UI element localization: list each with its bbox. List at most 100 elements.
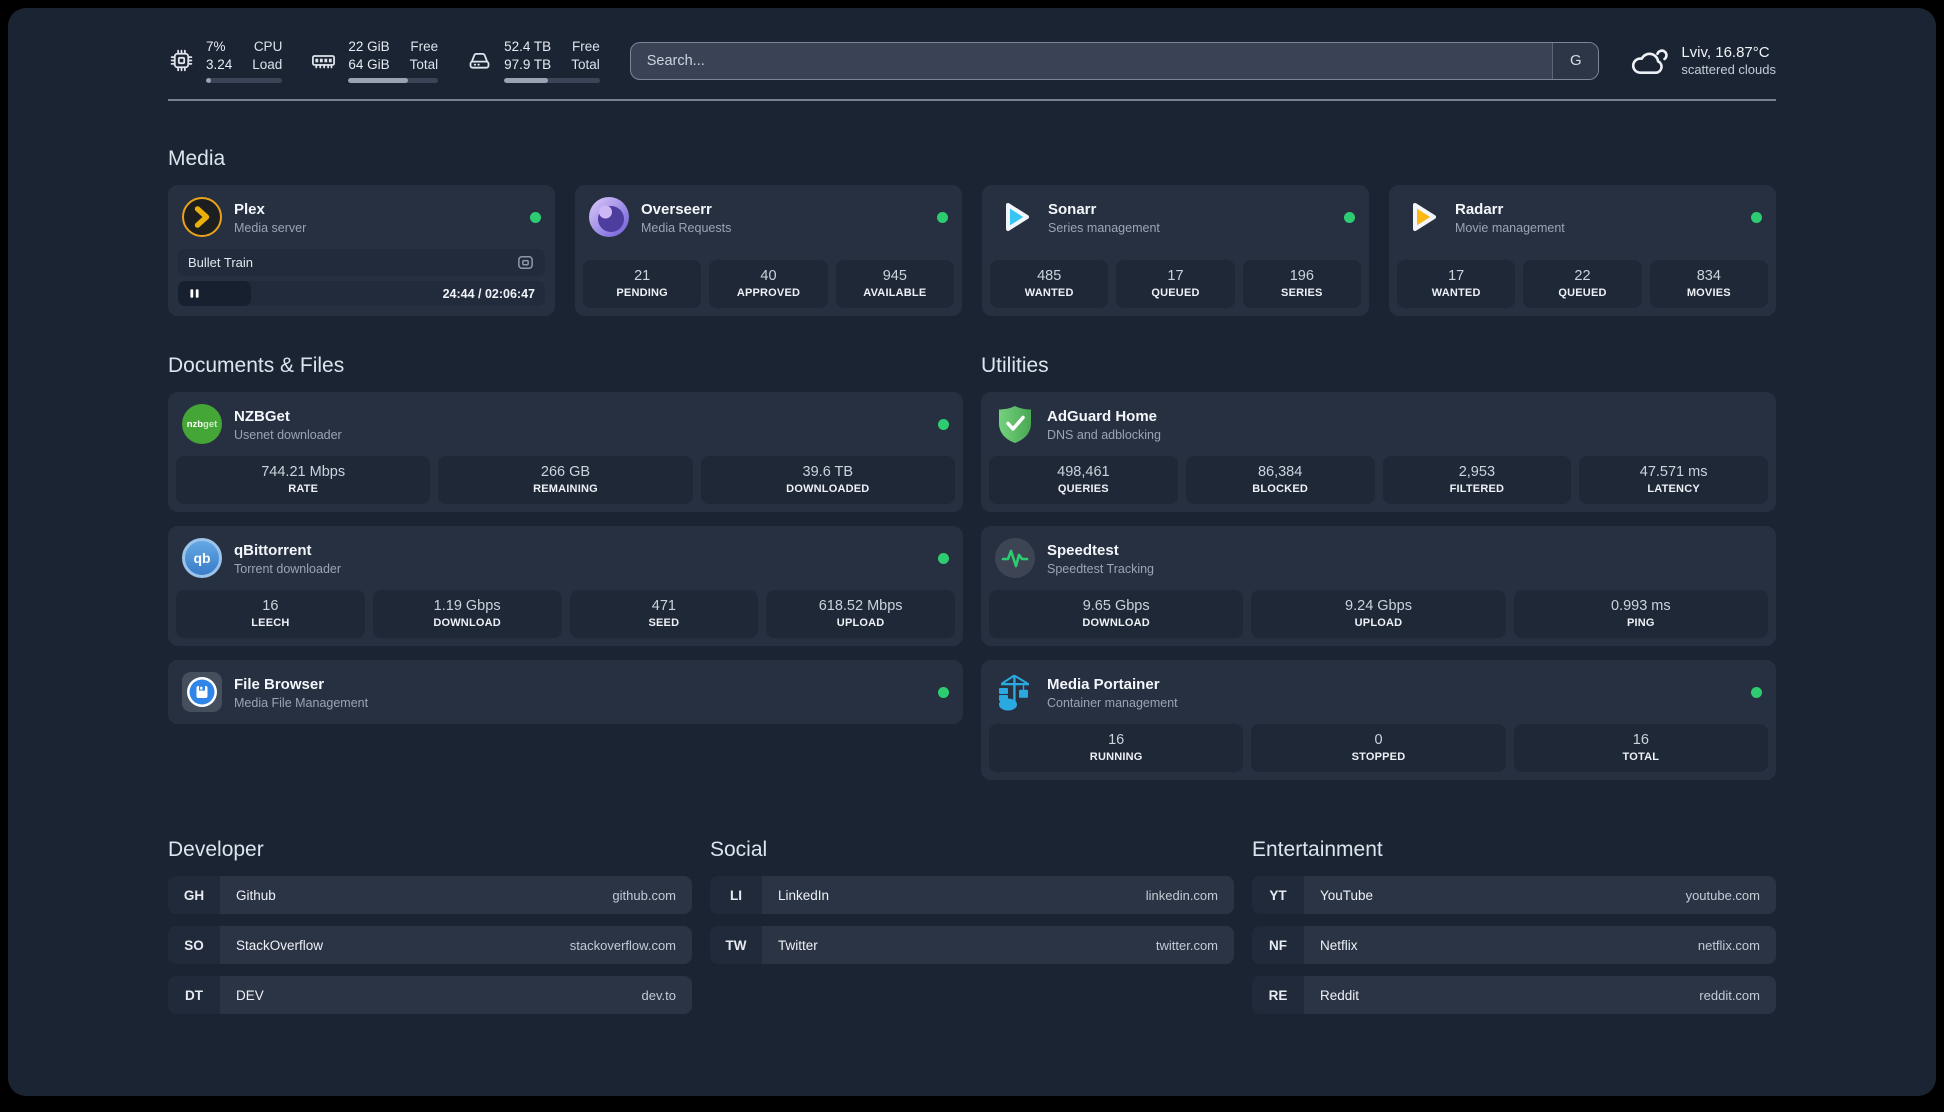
weather-location-temp: Lviv, 16.87°C bbox=[1681, 44, 1770, 62]
stat-queued: 17 QUEUED bbox=[1116, 260, 1235, 309]
playback-time: 24:44 / 02:06:47 bbox=[442, 286, 535, 301]
section-title-media: Media bbox=[168, 147, 226, 171]
card-overseerr: Overseerr Media Requests 21 PENDING 40 A… bbox=[575, 185, 962, 317]
bookmark-abbr: NF bbox=[1252, 926, 1304, 965]
bookmark-abbr: LI bbox=[710, 876, 762, 915]
radarr-icon bbox=[1403, 197, 1443, 237]
portainer-icon bbox=[995, 672, 1035, 712]
card-adguard: AdGuard Home DNS and adblocking 498,461 … bbox=[981, 392, 1776, 513]
status-indicator bbox=[530, 211, 541, 223]
radarr-link[interactable]: Radarr Movie management bbox=[1389, 185, 1776, 249]
section-developer: Developer GH Github github.com SO StackO… bbox=[168, 838, 692, 1026]
status-indicator bbox=[938, 686, 949, 698]
bookmark-dev[interactable]: DT DEV dev.to bbox=[168, 976, 692, 1015]
now-playing-title: Bullet Train bbox=[188, 255, 254, 271]
stat-approved: 40 APPROVED bbox=[709, 260, 828, 309]
cpu-load-label: Load bbox=[252, 57, 283, 73]
stat-latency: 47.571 ms LATENCY bbox=[1579, 456, 1768, 505]
speedtest-icon bbox=[995, 538, 1035, 579]
memory-progress-bar bbox=[348, 78, 439, 84]
disk-free-label: Free bbox=[571, 39, 600, 54]
resource-widgets: 7% 3.24 CPU Load bbox=[168, 38, 600, 84]
search-input[interactable] bbox=[630, 42, 1553, 79]
speedtest-link[interactable]: Speedtest Speedtest Tracking bbox=[981, 526, 1776, 590]
section-title-entertainment: Entertainment bbox=[1252, 838, 1383, 862]
stat-movies: 834 MOVIES bbox=[1649, 260, 1768, 309]
bookmark-netflix[interactable]: NF Netflix netflix.com bbox=[1252, 926, 1776, 965]
bookmark-abbr: GH bbox=[168, 876, 220, 915]
stat-ping: 0.993 ms PING bbox=[1513, 590, 1768, 639]
media-display-icon bbox=[516, 253, 535, 272]
top-bar: 7% 3.24 CPU Load bbox=[168, 8, 1776, 84]
service-name: Radarr bbox=[1455, 201, 1504, 219]
bookmark-name: DEV bbox=[236, 987, 264, 1003]
stat-queued: 22 QUEUED bbox=[1523, 260, 1642, 309]
weather-condition: scattered clouds bbox=[1681, 62, 1776, 78]
disk-widget: 52.4 TB 97.9 TB Free Total bbox=[466, 38, 600, 84]
service-name: Overseerr bbox=[641, 201, 712, 219]
service-subtitle: Usenet downloader bbox=[234, 427, 342, 442]
topbar-divider bbox=[168, 99, 1776, 102]
service-subtitle: Speedtest Tracking bbox=[1047, 561, 1155, 576]
bookmark-name: Netflix bbox=[1320, 937, 1358, 953]
sonarr-link[interactable]: Sonarr Series management bbox=[982, 185, 1369, 249]
service-subtitle: Media server bbox=[234, 220, 307, 235]
bookmark-github[interactable]: GH Github github.com bbox=[168, 876, 692, 915]
disk-total-label: Total bbox=[571, 57, 600, 73]
bookmark-name: StackOverflow bbox=[236, 937, 324, 953]
stat-upload: 9.24 Gbps UPLOAD bbox=[1251, 590, 1506, 639]
cloud-icon bbox=[1629, 44, 1669, 78]
plex-link[interactable]: Plex Media server bbox=[168, 185, 555, 249]
service-name: AdGuard Home bbox=[1047, 408, 1158, 426]
bookmark-url: twitter.com bbox=[1155, 937, 1218, 953]
bookmark-reddit[interactable]: RE Reddit reddit.com bbox=[1252, 976, 1776, 1015]
service-name: Speedtest bbox=[1047, 542, 1119, 560]
bookmark-url: dev.to bbox=[641, 987, 676, 1003]
bookmark-stackoverflow[interactable]: SO StackOverflow stackoverflow.com bbox=[168, 926, 692, 965]
stat-running: 16 RUNNING bbox=[989, 724, 1244, 773]
search-provider-button[interactable]: G bbox=[1552, 42, 1599, 79]
service-subtitle: Series management bbox=[1048, 220, 1160, 235]
disk-icon bbox=[466, 47, 493, 74]
service-name: File Browser bbox=[234, 676, 325, 694]
bookmark-url: linkedin.com bbox=[1145, 887, 1218, 903]
stat-upload: 618.52 Mbps UPLOAD bbox=[766, 590, 955, 639]
status-indicator bbox=[1751, 686, 1762, 698]
bookmark-name: YouTube bbox=[1320, 887, 1374, 903]
section-media: Media Plex Media server Bullet Train bbox=[168, 147, 1776, 317]
overseerr-link[interactable]: Overseerr Media Requests bbox=[575, 185, 962, 249]
bookmark-youtube[interactable]: YT YouTube youtube.com bbox=[1252, 876, 1776, 915]
plex-now-playing: Bullet Train 24:44 / 02:06:47 bbox=[178, 249, 545, 307]
section-documents: Documents & Files nzbget NZBGet Usenet d… bbox=[168, 354, 963, 725]
memory-total: 64 GiB bbox=[348, 57, 390, 73]
nzbget-link[interactable]: nzbget NZBGet Usenet downloader bbox=[168, 392, 963, 456]
memory-free: 22 GiB bbox=[348, 39, 390, 54]
bookmark-name: Github bbox=[236, 887, 276, 903]
section-title-documents: Documents & Files bbox=[168, 354, 345, 378]
card-sonarr: Sonarr Series management 485 WANTED 17 Q… bbox=[982, 185, 1369, 317]
cpu-label: CPU bbox=[253, 39, 283, 54]
bookmark-twitter[interactable]: TW Twitter twitter.com bbox=[710, 926, 1234, 965]
stat-stopped: 0 STOPPED bbox=[1251, 724, 1506, 773]
portainer-link[interactable]: Media Portainer Container management bbox=[981, 660, 1776, 724]
service-subtitle: Container management bbox=[1047, 695, 1178, 710]
status-indicator bbox=[937, 211, 948, 223]
bookmark-abbr: DT bbox=[168, 976, 220, 1015]
card-portainer: Media Portainer Container management 16 … bbox=[981, 660, 1776, 781]
bookmark-abbr: SO bbox=[168, 926, 220, 965]
filebrowser-link[interactable]: File Browser Media File Management bbox=[168, 660, 963, 724]
bookmark-abbr: YT bbox=[1252, 876, 1304, 915]
cpu-widget: 7% 3.24 CPU Load bbox=[168, 38, 283, 84]
search-bar: G bbox=[629, 41, 1600, 80]
filebrowser-icon bbox=[182, 672, 222, 713]
stat-blocked: 86,384 BLOCKED bbox=[1185, 456, 1375, 505]
service-subtitle: Torrent downloader bbox=[234, 561, 342, 576]
qbittorrent-link[interactable]: qb qBittorrent Torrent downloader bbox=[168, 526, 963, 590]
adguard-icon bbox=[995, 404, 1035, 444]
card-filebrowser: File Browser Media File Management bbox=[168, 660, 963, 725]
adguard-link[interactable]: AdGuard Home DNS and adblocking bbox=[981, 392, 1776, 456]
card-radarr: Radarr Movie management 17 WANTED 22 QUE… bbox=[1389, 185, 1776, 317]
bookmark-linkedin[interactable]: LI LinkedIn linkedin.com bbox=[710, 876, 1234, 915]
stat-remaining: 266 GB REMAINING bbox=[438, 456, 693, 505]
section-utilities: Utilities bbox=[981, 354, 1776, 781]
